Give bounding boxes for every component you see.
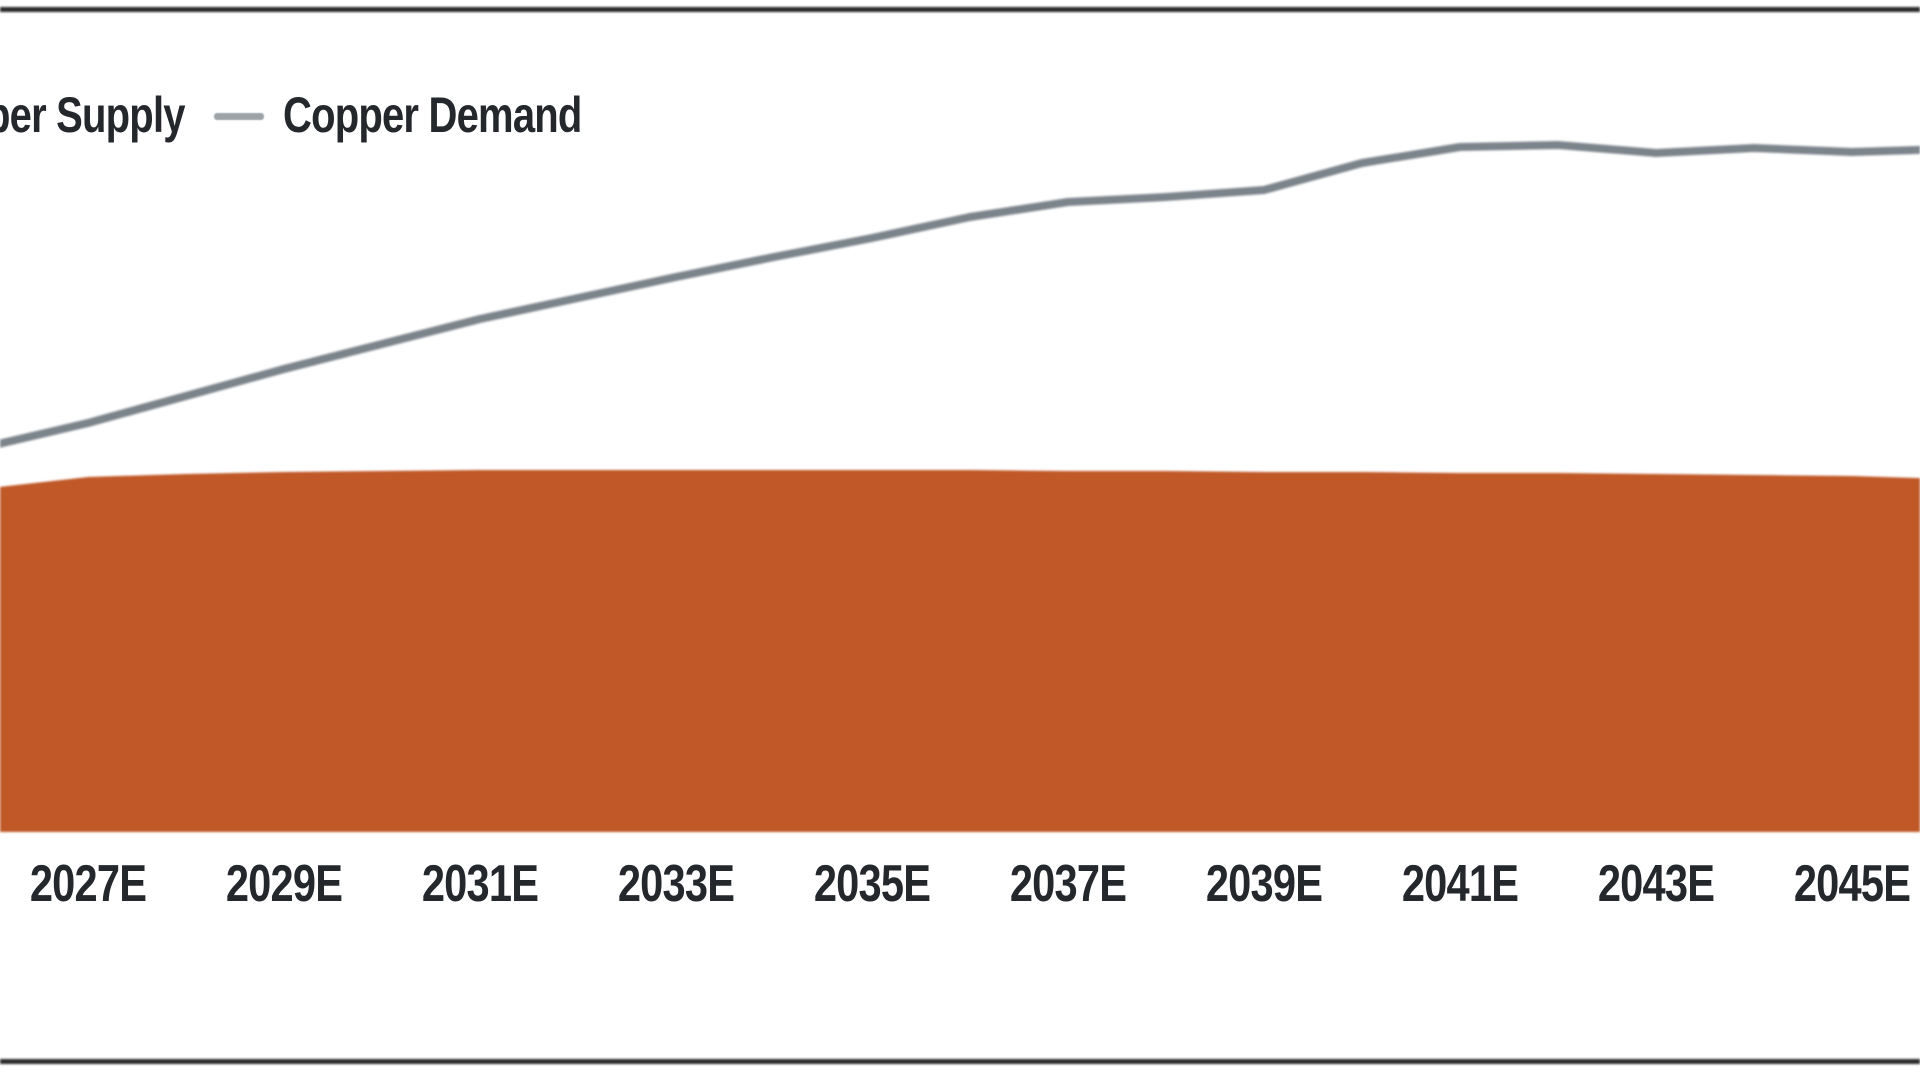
legend: per Supply Copper Demand [0,0,1920,160]
chart-top-border [0,7,1920,12]
copper-demand-line [0,141,1920,448]
legend-item-copper-demand: Copper Demand [283,87,582,143]
copper-supply-area [0,470,1920,832]
demand-line-swatch-icon [214,113,264,120]
legend-item-copper-supply-truncated: per Supply [0,87,186,143]
chart-bottom-border [0,1059,1920,1064]
